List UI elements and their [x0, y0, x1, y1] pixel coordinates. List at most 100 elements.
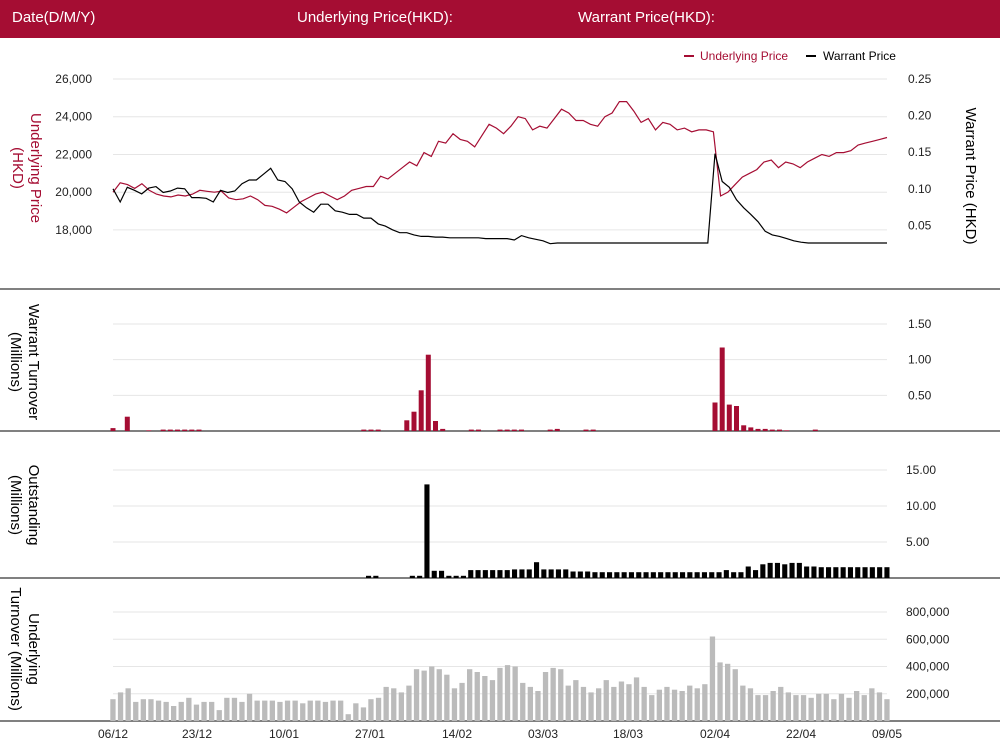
underlying-turnover-bar	[262, 700, 268, 721]
underlying-turnover-bar	[808, 697, 814, 721]
outstanding-bar	[687, 572, 693, 578]
warrant-price-label: Warrant Price(HKD):	[578, 9, 715, 26]
underlying-turnover-bar	[459, 682, 465, 721]
outstanding-bar	[446, 575, 452, 578]
underlying-turnover-bar	[717, 662, 723, 721]
underlying-turnover-bar	[778, 686, 784, 721]
underlying-turnover-tick-label: 200,000	[906, 687, 950, 701]
outstanding-bar	[431, 570, 437, 578]
underlying-turnover-bar	[831, 699, 837, 721]
warrant-turnover-bar	[784, 430, 790, 431]
outstanding-bar	[497, 570, 503, 578]
outstanding-bar	[475, 570, 481, 578]
warrant-turnover-bar	[146, 430, 152, 431]
outstanding-bar	[373, 575, 379, 578]
warrant-turnover-bar	[726, 404, 732, 431]
legend-underlying-label: Underlying Price	[700, 49, 788, 63]
warrant-turnover-bar	[440, 428, 446, 431]
underlying-turnover-tick-label: 400,000	[906, 660, 950, 674]
underlying-turnover-bar	[421, 670, 427, 721]
outstanding-bar	[504, 570, 510, 578]
outstanding-bar	[782, 564, 788, 578]
underlying-turnover-bar	[520, 682, 526, 721]
underlying-turnover-bar	[292, 700, 298, 721]
warrant-turnover-bar	[519, 429, 524, 431]
underlying-turnover-bar	[398, 692, 404, 721]
warrant-turnover-bar	[411, 411, 417, 431]
outstanding-tick-label: 15.00	[906, 463, 936, 477]
warrant-turnover-bar	[712, 402, 718, 431]
underlying-turnover-tick-label: 800,000	[906, 605, 950, 619]
y-right-tick-label: 0.20	[908, 109, 932, 123]
underlying-turnover-axis-label: UnderlyingTurnover (Millions)	[7, 587, 42, 711]
underlying-turnover-bar	[436, 669, 442, 721]
warrant-turnover-bar	[182, 429, 188, 431]
outstanding-bar	[512, 569, 518, 578]
underlying-turnover-bar	[709, 636, 716, 721]
outstanding-bar	[804, 566, 810, 578]
outstanding-bar	[453, 575, 459, 578]
outstanding-bar	[738, 572, 744, 578]
underlying-turnover-bar	[755, 695, 761, 721]
underlying-turnover-bar	[565, 685, 571, 721]
outstanding-bar	[526, 569, 532, 578]
underlying-turnover-bar	[330, 700, 336, 721]
outstanding-bar	[774, 562, 780, 578]
outstanding-bar	[709, 572, 715, 578]
header-bar: Date(D/M/Y) Underlying Price(HKD): Warra…	[0, 0, 1000, 38]
underlying-turnover-bar	[512, 666, 518, 721]
underlying-turnover-bar	[186, 697, 192, 721]
underlying-turnover-bar	[269, 700, 275, 721]
y-left-tick-label: 26,000	[55, 72, 92, 86]
y-right-tick-label: 0.05	[908, 218, 932, 232]
underlying-turnover-bar	[641, 686, 647, 721]
underlying-turnover-tick-label: 600,000	[906, 632, 950, 646]
underlying-turnover-bar	[884, 699, 890, 721]
outstanding-bar	[833, 567, 839, 578]
outstanding-bar	[753, 570, 759, 578]
warrant-turnover-tick-label: 0.50	[908, 388, 932, 402]
outstanding-tick-label: 10.00	[906, 499, 936, 513]
outstanding-bar	[665, 572, 671, 578]
underlying-turnover-bar	[694, 688, 700, 721]
outstanding-bar	[409, 575, 415, 578]
underlying-turnover-bar	[611, 686, 617, 721]
warrant-turnover-bar	[468, 429, 474, 431]
underlying-turnover-bar	[216, 710, 222, 721]
warrant-turnover-bar	[418, 390, 424, 431]
outstanding-bar	[723, 570, 729, 578]
warrant-turnover-bar	[124, 416, 130, 431]
underlying-turnover-bar	[747, 688, 754, 721]
warrant-turnover-bar	[812, 429, 818, 431]
underlying-turnover-bar	[193, 704, 200, 721]
outstanding-bar	[555, 569, 561, 578]
warrant-turnover-bar	[755, 428, 761, 431]
outstanding-bar	[628, 572, 634, 578]
underlying-turnover-bar	[224, 697, 230, 721]
outstanding-bar	[519, 569, 525, 578]
underlying-turnover-bar	[375, 697, 382, 721]
underlying-turnover-bar	[140, 699, 146, 721]
warrant-turnover-bar	[476, 429, 481, 431]
y-left-axis-label: Underlying Price(HKD)	[9, 113, 44, 223]
warrant-turnover-bar	[719, 347, 725, 431]
warrant-turnover-bar	[762, 428, 768, 431]
underlying-turnover-bar	[391, 688, 397, 721]
x-tick-label: 18/03	[613, 727, 643, 741]
warrant-turnover-bar	[583, 429, 589, 431]
warrant-turnover-bar	[175, 429, 180, 431]
underlying-turnover-bar	[846, 697, 852, 721]
underlying-turnover-bar	[383, 686, 389, 721]
underlying-turnover-bar	[679, 691, 685, 721]
outstanding-bar	[439, 570, 445, 578]
outstanding-bar	[767, 562, 773, 578]
underlying-turnover-bar	[482, 676, 488, 721]
underlying-turnover-bar	[110, 699, 116, 721]
underlying-turnover-bar	[163, 701, 169, 721]
warrant-turnover-tick-label: 1.00	[908, 353, 932, 367]
underlying-turnover-bar	[816, 693, 822, 722]
outstanding-bar	[650, 572, 656, 578]
outstanding-bar	[745, 566, 751, 578]
outstanding-bar	[460, 575, 466, 578]
underlying-turnover-bar	[800, 695, 807, 721]
